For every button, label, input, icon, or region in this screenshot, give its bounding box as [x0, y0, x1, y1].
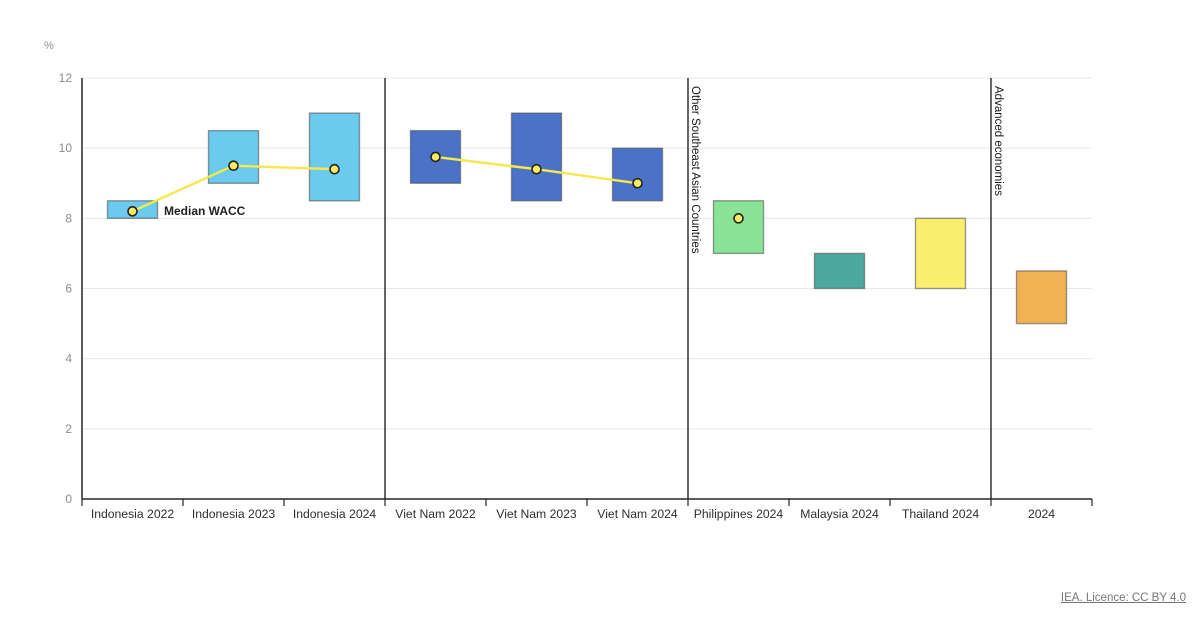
group-label-advanced-economies: Advanced economies — [992, 86, 1004, 196]
x-category-label-philippines-2024: Philippines 2024 — [694, 507, 784, 521]
bar-philippines-2024[interactable] — [712, 200, 765, 255]
x-category-label-indonesia-2023: Indonesia 2023 — [192, 507, 276, 521]
median-wacc-annotation: Median WACC — [164, 204, 246, 218]
group-label-other-southeast-asian-countries: Other Southeast Asian Countries — [689, 86, 701, 254]
median-point-indonesia-2024[interactable] — [329, 163, 340, 175]
x-category-label-2024: 2024 — [1028, 507, 1055, 521]
bar-viet-nam-2024[interactable] — [611, 147, 664, 202]
median-point-viet-nam-2022[interactable] — [430, 151, 441, 163]
y-tick-label-0: 0 — [65, 492, 72, 506]
bar-2024[interactable] — [1015, 270, 1068, 325]
x-category-label-viet-nam-2024: Viet Nam 2024 — [597, 507, 678, 521]
bar-indonesia-2024[interactable] — [308, 112, 361, 202]
y-tick-label-10: 10 — [59, 141, 73, 155]
bar-malaysia-2024[interactable] — [813, 252, 866, 290]
bar-indonesia-2023[interactable] — [207, 129, 260, 184]
x-category-label-thailand-2024: Thailand 2024 — [902, 507, 979, 521]
x-category-label-indonesia-2024: Indonesia 2024 — [293, 507, 377, 521]
y-axis-unit-label: % — [44, 40, 54, 52]
median-point-indonesia-2023[interactable] — [228, 160, 239, 172]
y-tick-label-6: 6 — [65, 282, 72, 296]
median-point-philippines-2024[interactable] — [733, 213, 744, 224]
y-tick-label-4: 4 — [65, 352, 72, 366]
x-category-label-viet-nam-2022: Viet Nam 2022 — [395, 507, 476, 521]
bar-thailand-2024[interactable] — [914, 217, 967, 290]
iea-licence-link[interactable]: IEA. Licence: CC BY 4.0 — [1060, 592, 1186, 604]
y-tick-label-12: 12 — [59, 71, 73, 85]
y-tick-label-2: 2 — [65, 422, 72, 436]
bar-viet-nam-2023[interactable] — [510, 112, 563, 202]
x-category-label-viet-nam-2023: Viet Nam 2023 — [496, 507, 577, 521]
median-point-viet-nam-2024[interactable] — [632, 177, 643, 189]
median-point-viet-nam-2023[interactable] — [531, 163, 542, 175]
median-point-indonesia-2022[interactable] — [127, 206, 138, 217]
x-category-label-malaysia-2024: Malaysia 2024 — [800, 507, 879, 521]
x-category-label-indonesia-2022: Indonesia 2022 — [91, 507, 175, 521]
y-tick-label-8: 8 — [65, 211, 72, 225]
